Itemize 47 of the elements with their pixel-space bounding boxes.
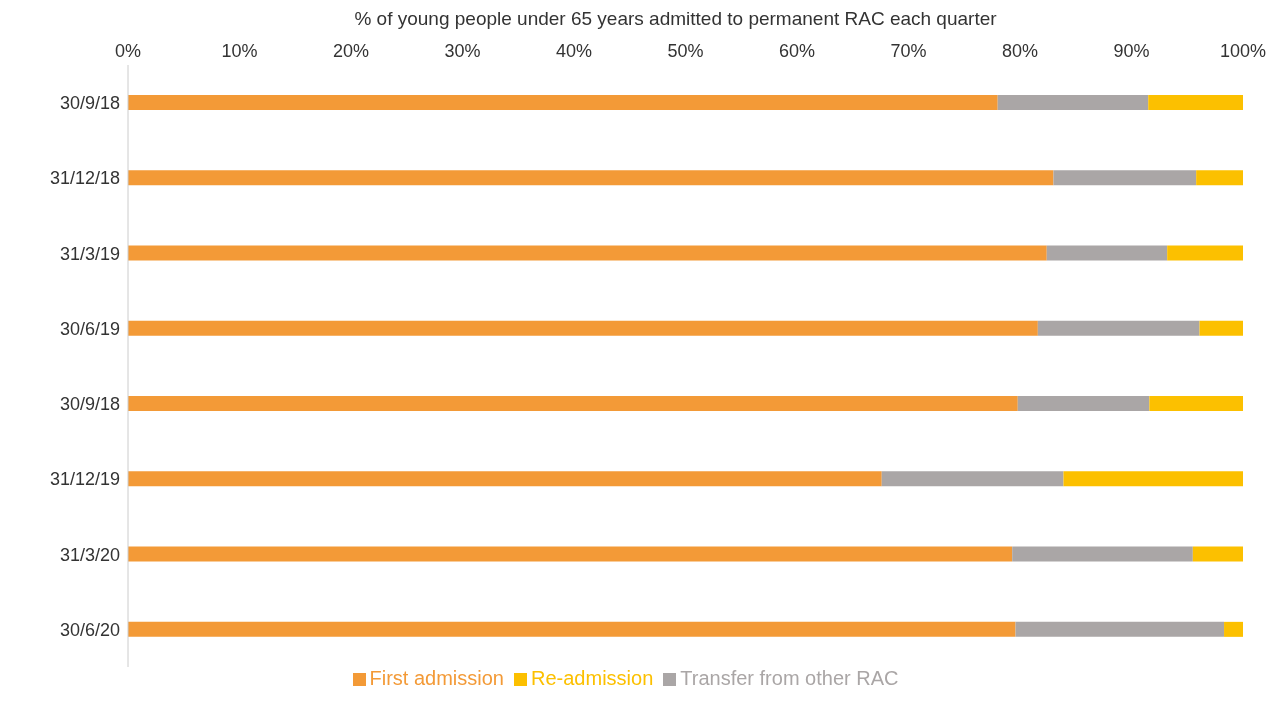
y-tick-label: 31/12/19 xyxy=(49,469,120,490)
y-tick-label: 30/6/20 xyxy=(59,619,120,640)
bar xyxy=(1015,621,1225,637)
bar xyxy=(1037,320,1200,336)
x-tick-label: 50% xyxy=(667,41,704,61)
x-tick-label: 100% xyxy=(1219,41,1267,61)
bar xyxy=(1149,396,1243,412)
y-tick-label: 30/9/18 xyxy=(59,394,120,415)
x-tick-label: 90% xyxy=(1113,41,1150,61)
bar xyxy=(1199,320,1243,336)
x-tick-label: 10% xyxy=(221,41,258,61)
bar xyxy=(1167,245,1243,261)
y-tick-label: 31/3/20 xyxy=(59,544,120,565)
x-tick-label: 30% xyxy=(444,41,481,61)
bar xyxy=(1012,546,1193,562)
bar xyxy=(1196,170,1243,186)
bar xyxy=(1053,170,1197,186)
bar xyxy=(1046,245,1168,261)
bar xyxy=(881,471,1064,487)
bar xyxy=(997,95,1149,111)
x-tick-label: 20% xyxy=(332,41,370,61)
bar xyxy=(1148,95,1243,111)
bar xyxy=(128,170,1054,186)
legend-label: Transfer from other RAC xyxy=(680,667,899,689)
y-tick-label: 31/12/18 xyxy=(49,168,120,189)
bar xyxy=(128,95,998,111)
x-tick-label: 60% xyxy=(778,41,816,61)
x-tick-label: 40% xyxy=(555,41,593,61)
bar xyxy=(128,396,1018,412)
x-tick-label: 0% xyxy=(114,41,142,61)
x-tick-label: 80% xyxy=(1001,41,1039,61)
bar xyxy=(1063,471,1243,487)
bar xyxy=(128,621,1016,637)
y-tick-label: 30/9/18 xyxy=(59,93,120,114)
bar xyxy=(128,546,1013,562)
bar xyxy=(128,245,1047,261)
bar xyxy=(128,320,1038,336)
bar xyxy=(1224,621,1243,637)
bar xyxy=(128,471,882,487)
legend-label: Re-admission xyxy=(531,667,654,689)
x-axis-title: % of young people under 65 years admitted to permanent RAC each quarter xyxy=(353,8,998,30)
legend-label: First admission xyxy=(369,667,504,689)
x-tick-label: 70% xyxy=(890,41,927,61)
y-tick-label: 30/6/19 xyxy=(59,318,120,339)
bar xyxy=(1017,396,1150,412)
bar xyxy=(1192,546,1243,562)
y-tick-label: 31/3/19 xyxy=(59,243,120,264)
